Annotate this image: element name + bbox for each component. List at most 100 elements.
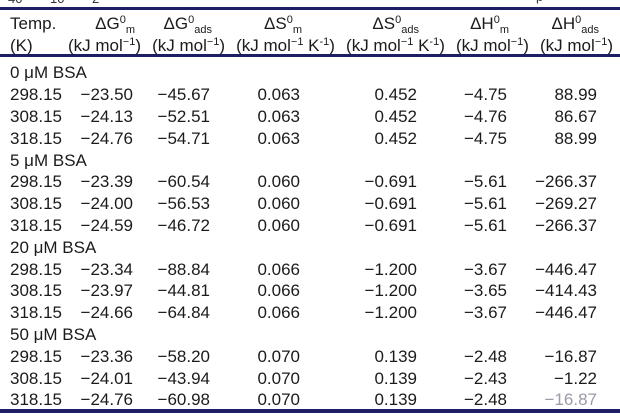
column-header-0: Temp. [10,13,57,33]
data-cell: −269.27 [535,194,597,214]
data-cell: −3.67 [463,303,507,323]
data-cell: −2.48 [463,346,507,366]
section-row-50-m-bsa: 50 μM BSA [10,324,599,346]
data-cell: −3.67 [463,259,507,279]
table-rule-top [0,7,620,10]
data-cell: −16.87 [544,390,597,410]
data-cell: 318.15 [10,215,62,235]
data-cell: 88.99 [554,85,597,105]
data-cell: 0.063 [257,106,300,126]
data-cell: −3.65 [463,281,507,301]
table-row: 308.15 −23.97 −44.81 0.066 −1.200 −3.65 −414.4… [10,280,599,302]
data-cell: −266.37 [535,215,597,235]
section-label: 20 μM BSA [10,237,97,257]
data-cell: −1.200 [364,281,417,301]
table-rule-header-divider [0,54,620,57]
data-cell: 0.452 [374,106,417,126]
data-cell: 0.139 [374,346,417,366]
column-header-6: ΔH0ads [551,13,599,36]
data-cell: 298.15 [10,172,62,192]
table-row: 308.15 −24.01 −43.94 0.070 0.139 −2.43 −1.22 [10,367,599,389]
data-cell: −46.72 [157,215,210,235]
data-cell: −52.51 [157,106,210,126]
data-cell: 318.15 [10,128,62,148]
table-row: 308.15 −24.00 −56.53 0.060 −0.691 −5.61 −269.2… [10,193,599,215]
data-cell: 0.063 [257,128,300,148]
data-cell: −24.13 [80,106,133,126]
data-cell: 0.452 [374,128,417,148]
data-cell: 0.063 [257,85,300,105]
data-cell: −4.76 [463,106,507,126]
data-cell: −24.59 [80,215,133,235]
column-unit-3: (kJ mol−1 K-1) [236,35,335,55]
data-cell: −0.691 [364,194,417,214]
table-header: Temp. ΔG0m ΔG0ads ΔS0m ΔS0ads ΔH0m ΔH0ads (K) (k… [10,12,613,56]
data-cell: −58.20 [157,346,210,366]
data-cell: 0.066 [257,259,300,279]
data-cell: 308.15 [10,194,62,214]
data-cell: −24.76 [80,390,133,410]
table-row: 308.15 −24.13 −52.51 0.063 0.452 −4.76 86.67 [10,106,599,128]
data-cell: −60.54 [157,172,210,192]
table-row: 318.15 −24.59 −46.72 0.060 −0.691 −5.61 −266.3… [10,215,599,237]
clipped-text-fragment: 40 [8,0,22,6]
table-row: 318.15 −24.66 −64.84 0.066 −1.200 −3.67 −446.4… [10,302,599,324]
clipped-text-fragment: p [536,0,543,4]
data-cell: −446.47 [535,303,597,323]
data-cell: −23.50 [80,85,133,105]
column-header-1: ΔG0m [95,13,135,36]
table-row: 298.15 −23.34 −88.84 0.066 −1.200 −3.67 −446.4… [10,258,599,280]
data-cell: 298.15 [10,85,62,105]
data-cell: 298.15 [10,346,62,366]
data-cell: −56.53 [157,194,210,214]
data-cell: −24.01 [80,368,133,388]
column-unit-2: (kJ mol−1) [152,35,226,55]
column-header-3: ΔS0m [264,13,302,36]
table-rule-bottom [0,409,620,413]
data-cell: 0.070 [257,346,300,366]
data-cell: 0.070 [257,390,300,410]
data-cell: 0.139 [374,390,417,410]
column-unit-5: (kJ mol−1) [455,35,529,55]
data-cell: −24.76 [80,128,133,148]
data-cell: −2.43 [463,368,507,388]
data-cell: −5.61 [463,215,507,235]
data-cell: −0.691 [364,172,417,192]
table-row: 298.15 −23.39 −60.54 0.060 −0.691 −5.61 −266.3… [10,171,599,193]
data-cell: 318.15 [10,390,62,410]
column-header-2: ΔG0ads [163,13,212,36]
data-cell: 0.070 [257,368,300,388]
data-cell: 0.060 [257,194,300,214]
data-cell: 308.15 [10,281,62,301]
column-header-5: ΔH0m [470,13,509,36]
clipped-top-text-line: 40 10 2 p [0,0,620,7]
data-cell: −446.47 [535,259,597,279]
data-cell: 308.15 [10,106,62,126]
column-units-group: (kJ mol−1) (kJ mol−1) (kJ mol−1 K-1) (kJ mo… [68,34,613,56]
thermodynamic-parameters-table: Temp. ΔG0m ΔG0ads ΔS0m ΔS0ads ΔH0m ΔH0ads (K) (k… [10,12,613,411]
data-cell: −60.98 [157,390,210,410]
data-cell: 318.15 [10,303,62,323]
table-row: 318.15 −24.76 −54.71 0.063 0.452 −4.75 88.99 [10,127,599,149]
table-body: 0 μM BSA 298.15 −23.50 −45.67 0.063 0.452 −4.7… [10,56,599,411]
table-row: 298.15 −23.36 −58.20 0.070 0.139 −2.48 −16.87 [10,345,599,367]
section-row-5-m-bsa: 5 μM BSA [10,149,599,171]
section-label: 5 μM BSA [10,150,87,170]
table-row: 318.15 −24.76 −60.98 0.070 0.139 −2.48 −16.87 [10,389,599,411]
column-unit-6: (kJ mol−1) [540,35,613,55]
column-header-4: ΔS0ads [372,13,419,36]
data-cell: 0.060 [257,215,300,235]
data-cell: −1.200 [364,303,417,323]
section-row-20-m-bsa: 20 μM BSA [10,236,599,258]
data-cell: −23.39 [80,172,133,192]
data-cell: 298.15 [10,259,62,279]
data-cell: 0.452 [374,85,417,105]
data-cell: −16.87 [544,346,597,366]
data-cell: −23.97 [80,281,133,301]
data-cell: −266.37 [535,172,597,192]
data-cell: −5.61 [463,172,507,192]
clipped-text-fragment: 2 [92,0,108,6]
data-cell: −54.71 [157,128,210,148]
data-cell: 0.060 [257,172,300,192]
data-cell: 88.99 [554,128,597,148]
